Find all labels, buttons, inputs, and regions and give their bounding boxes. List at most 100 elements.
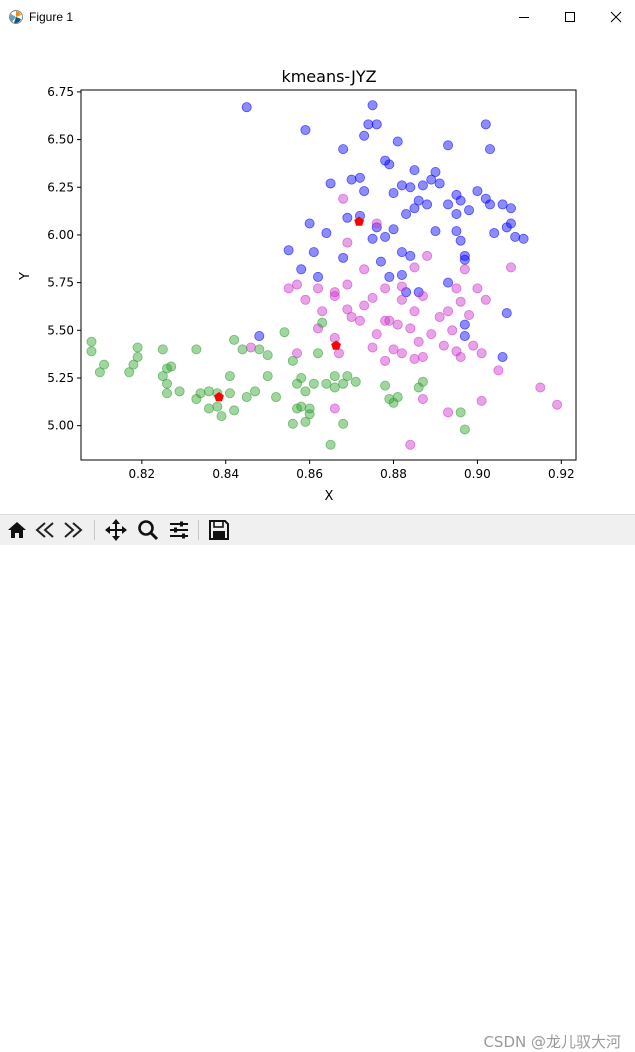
subplots-button[interactable] xyxy=(166,518,192,542)
maximize-icon xyxy=(565,12,575,22)
data-point xyxy=(443,407,454,418)
data-point xyxy=(313,271,324,282)
data-point xyxy=(480,119,491,130)
close-button[interactable] xyxy=(593,0,635,34)
data-point xyxy=(510,231,521,242)
forward-button[interactable] xyxy=(60,518,86,542)
toolbar-separator xyxy=(198,520,199,540)
data-point xyxy=(505,218,516,229)
centroids-layer xyxy=(214,216,364,402)
data-point xyxy=(99,359,110,370)
data-point xyxy=(308,378,319,389)
data-point xyxy=(94,367,105,378)
data-point xyxy=(338,252,349,263)
back-button[interactable] xyxy=(32,518,58,542)
data-point xyxy=(367,100,378,111)
data-point xyxy=(224,388,235,399)
data-point xyxy=(380,283,391,294)
data-point xyxy=(321,378,332,389)
data-point xyxy=(367,342,378,353)
y-tick-label: 6.00 xyxy=(47,228,74,242)
y-tick-label: 5.75 xyxy=(47,276,74,290)
data-point xyxy=(262,350,273,361)
data-point xyxy=(422,250,433,261)
data-point xyxy=(388,224,399,235)
data-point xyxy=(329,287,340,298)
data-point xyxy=(216,411,227,422)
data-point xyxy=(161,388,172,399)
data-point xyxy=(300,416,311,427)
data-point xyxy=(434,178,445,189)
data-point xyxy=(409,353,420,364)
pan-button[interactable] xyxy=(103,518,129,542)
matplotlib-app-icon xyxy=(9,10,23,24)
data-point xyxy=(212,401,223,412)
data-point xyxy=(313,283,324,294)
data-point xyxy=(292,279,303,290)
data-point xyxy=(161,378,172,389)
data-point xyxy=(86,346,97,357)
data-point xyxy=(438,340,449,351)
data-point xyxy=(430,167,441,178)
data-point xyxy=(342,304,353,315)
data-point xyxy=(338,144,349,155)
maximize-button[interactable] xyxy=(547,0,593,34)
data-point xyxy=(157,344,168,355)
data-point xyxy=(329,332,340,343)
data-point xyxy=(371,329,382,340)
data-point xyxy=(241,392,252,403)
y-axis-label: Y xyxy=(18,272,33,281)
data-point xyxy=(371,119,382,130)
x-axis-label: X xyxy=(325,489,334,504)
data-point xyxy=(367,292,378,303)
data-point xyxy=(417,290,428,301)
data-point xyxy=(296,264,307,275)
centroid-marker xyxy=(354,216,364,226)
data-point xyxy=(552,399,563,410)
y-tick-label: 6.50 xyxy=(47,133,74,147)
data-point xyxy=(493,365,504,376)
data-point xyxy=(283,283,294,294)
data-point xyxy=(346,174,357,185)
home-button[interactable] xyxy=(4,518,30,542)
data-point xyxy=(363,119,374,130)
data-point xyxy=(329,403,340,414)
chart-title: kmeans-JYZ xyxy=(281,67,376,86)
data-point xyxy=(401,208,412,219)
data-point xyxy=(443,306,454,317)
data-point xyxy=(497,352,508,363)
data-point xyxy=(451,208,462,219)
save-button[interactable] xyxy=(206,518,232,542)
data-point xyxy=(405,439,416,450)
scatter-plot[interactable]: kmeans-JYZ 0.82 0.84 0.86 0.88 0.90 0.92 5.00… xyxy=(0,34,635,514)
home-icon xyxy=(8,522,26,538)
data-point xyxy=(505,262,516,273)
data-point xyxy=(262,371,273,382)
data-point xyxy=(396,180,407,191)
close-icon xyxy=(610,11,622,23)
minimize-icon xyxy=(519,17,529,18)
data-point xyxy=(338,378,349,389)
data-point xyxy=(329,382,340,393)
zoom-button[interactable] xyxy=(135,518,161,542)
data-point xyxy=(132,342,143,353)
data-point xyxy=(384,159,395,170)
figure-canvas[interactable]: kmeans-JYZ 0.82 0.84 0.86 0.88 0.90 0.92 5.00… xyxy=(0,34,635,514)
data-point xyxy=(86,336,97,347)
data-point xyxy=(359,300,370,311)
minimize-button[interactable] xyxy=(501,0,547,34)
data-points-layer xyxy=(86,100,563,450)
data-point xyxy=(392,392,403,403)
data-point xyxy=(464,310,475,321)
data-point xyxy=(380,355,391,366)
data-point xyxy=(464,205,475,216)
data-point xyxy=(313,348,324,359)
data-point xyxy=(371,222,382,233)
data-point xyxy=(350,376,361,387)
data-point xyxy=(396,247,407,258)
data-point xyxy=(296,372,307,383)
data-point xyxy=(417,376,428,387)
data-point xyxy=(254,344,265,355)
data-point xyxy=(455,195,466,206)
data-point xyxy=(384,271,395,282)
